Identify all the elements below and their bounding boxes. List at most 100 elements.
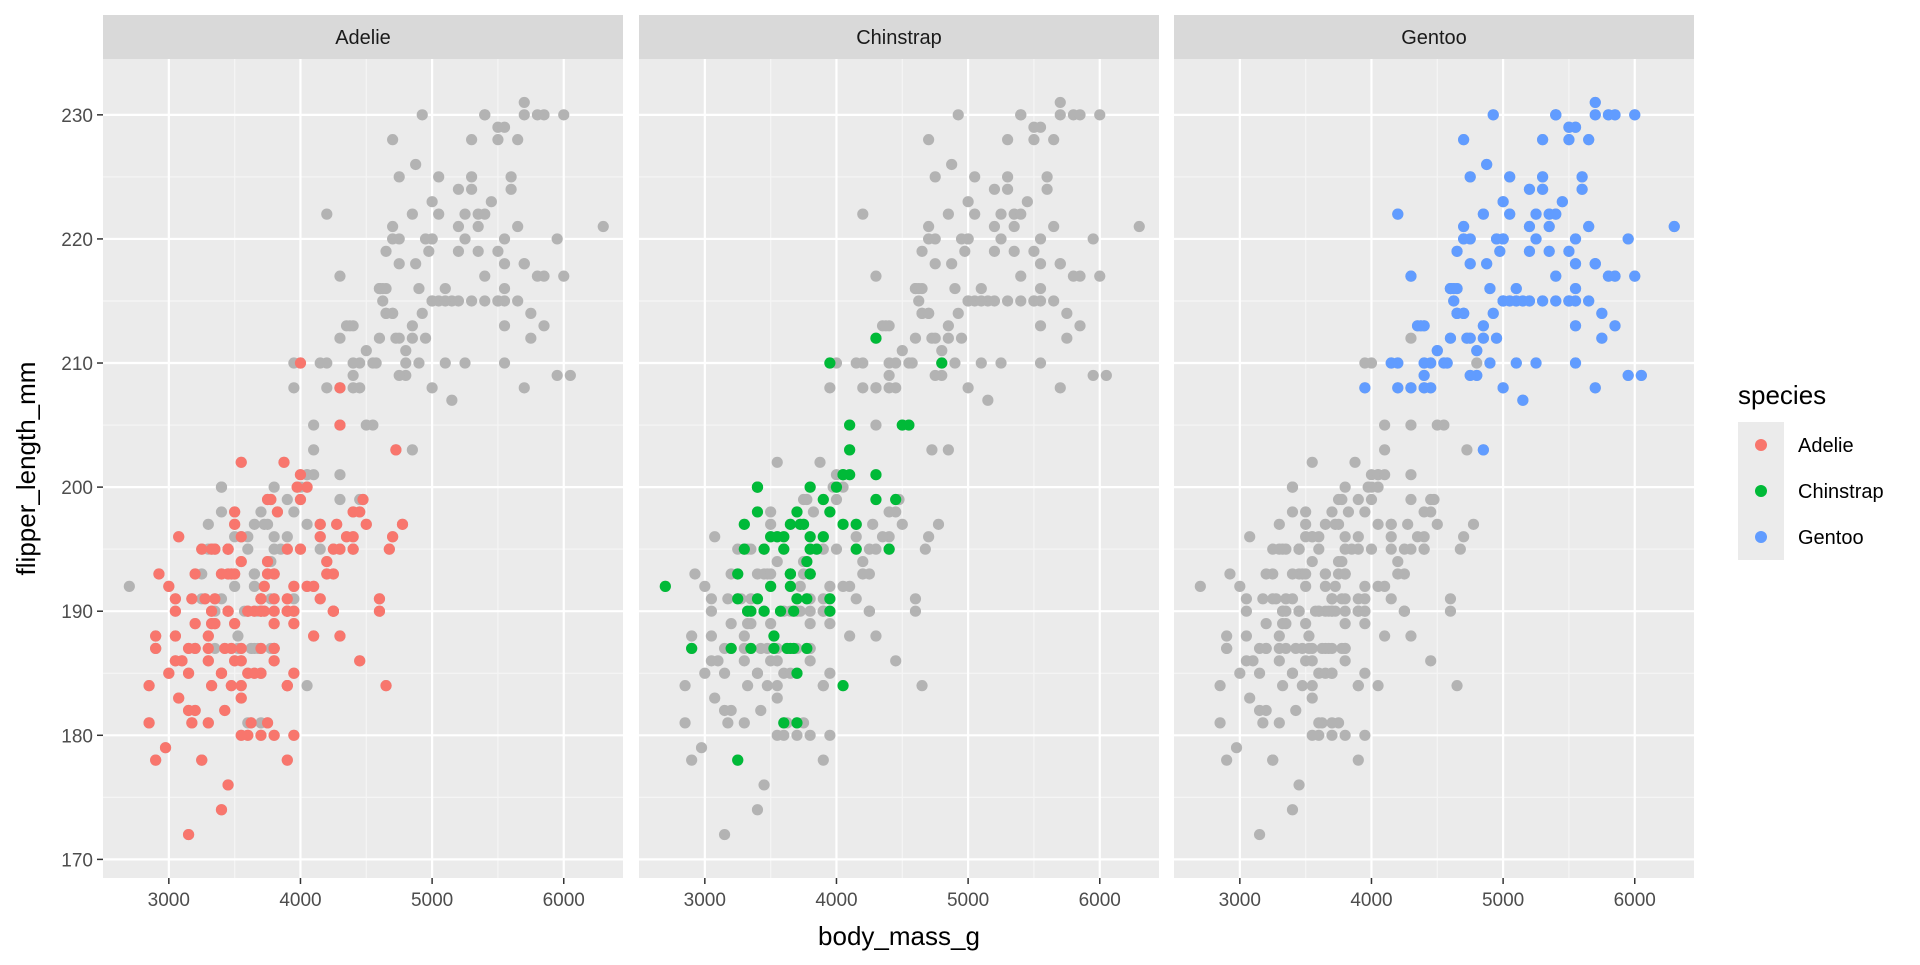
background-point (1342, 506, 1355, 518)
data-point-gentoo (1444, 332, 1457, 344)
background-point (452, 183, 465, 195)
data-point-gentoo (1550, 109, 1562, 121)
data-point-adelie (173, 692, 185, 704)
background-point (962, 295, 974, 307)
data-point-chinstrap (791, 667, 803, 679)
x-tick-label: 3000 (684, 890, 726, 911)
data-point-adelie (163, 667, 175, 679)
background-point (1306, 729, 1318, 741)
background-point (1306, 692, 1318, 704)
background-point (1273, 717, 1285, 729)
data-point-chinstrap (686, 642, 698, 655)
background-point (380, 245, 392, 257)
data-point-chinstrap (804, 543, 816, 555)
data-point-gentoo (1448, 295, 1460, 307)
background-point (1054, 109, 1066, 121)
background-point (439, 282, 451, 295)
background-point (525, 332, 537, 344)
background-point (1002, 295, 1014, 307)
data-point-chinstrap (745, 605, 757, 617)
data-point-adelie (301, 481, 313, 493)
background-point (248, 568, 260, 580)
background-point (1286, 481, 1299, 493)
background-point (1260, 642, 1272, 655)
background-point (505, 171, 517, 183)
legend-label-adelie: Adelie (1798, 435, 1854, 457)
background-point (426, 196, 438, 208)
background-point (959, 245, 971, 257)
data-point-adelie (396, 518, 409, 530)
background-point (248, 580, 260, 592)
y-tick-label: 230 (61, 106, 93, 127)
data-point-adelie (169, 630, 182, 642)
background-point (479, 270, 491, 282)
background-point (758, 779, 770, 791)
y-tick-label: 180 (61, 726, 93, 747)
data-point-adelie (255, 729, 267, 741)
background-point (1336, 493, 1348, 506)
background-point (1087, 369, 1099, 382)
background-point (215, 481, 228, 493)
data-point-gentoo (1458, 134, 1470, 146)
background-point (1359, 729, 1371, 741)
background-point (1339, 618, 1351, 630)
background-point (1359, 667, 1371, 679)
background-point (1405, 493, 1417, 506)
x-tick-label: 6000 (1614, 890, 1656, 911)
background-point (1277, 680, 1289, 692)
data-point-adelie (327, 568, 339, 580)
data-point-chinstrap (788, 605, 800, 617)
background-point (942, 208, 954, 220)
background-point (1054, 258, 1066, 270)
background-point (1041, 171, 1053, 183)
data-point-gentoo (1418, 382, 1430, 394)
background-point (1349, 456, 1361, 468)
background-point (387, 134, 399, 146)
background-point (817, 680, 829, 692)
x-axis-title: body_mass_g (818, 921, 980, 951)
data-point-gentoo (1550, 270, 1562, 282)
background-point (718, 667, 731, 679)
background-point (1319, 518, 1331, 530)
background-point (1352, 680, 1364, 692)
background-point (830, 493, 843, 506)
data-point-adelie (182, 667, 195, 679)
data-point-chinstrap (804, 481, 816, 493)
background-point (439, 295, 451, 307)
background-point (883, 382, 895, 394)
background-point (380, 282, 392, 295)
background-point (1234, 580, 1246, 592)
data-point-adelie (383, 543, 395, 555)
background-point (699, 580, 711, 592)
background-point (1385, 518, 1397, 530)
background-point (1379, 469, 1391, 481)
background-point (870, 630, 882, 642)
data-point-gentoo (1550, 295, 1562, 307)
background-point (1425, 655, 1437, 667)
background-point (686, 754, 698, 766)
background-point (1352, 493, 1364, 506)
background-point (1273, 630, 1285, 642)
background-point (245, 642, 257, 655)
data-point-gentoo (1569, 357, 1582, 369)
background-point (314, 543, 326, 555)
background-point (1194, 580, 1206, 592)
background-point (498, 258, 511, 270)
background-point (538, 109, 550, 121)
background-point (466, 134, 478, 146)
legend-symbol-adelie (1755, 439, 1767, 451)
data-point-adelie (235, 692, 247, 704)
background-point (1402, 518, 1414, 530)
data-point-adelie (186, 593, 198, 605)
facet-strip-gentoo (1174, 15, 1694, 59)
background-point (1405, 630, 1417, 642)
background-point (962, 233, 974, 245)
data-point-adelie (268, 729, 280, 741)
background-point (281, 493, 293, 506)
background-point (1002, 171, 1014, 183)
data-point-gentoo (1497, 196, 1509, 208)
data-point-adelie (390, 444, 402, 456)
background-point (1319, 568, 1331, 580)
data-point-chinstrap (830, 481, 843, 493)
